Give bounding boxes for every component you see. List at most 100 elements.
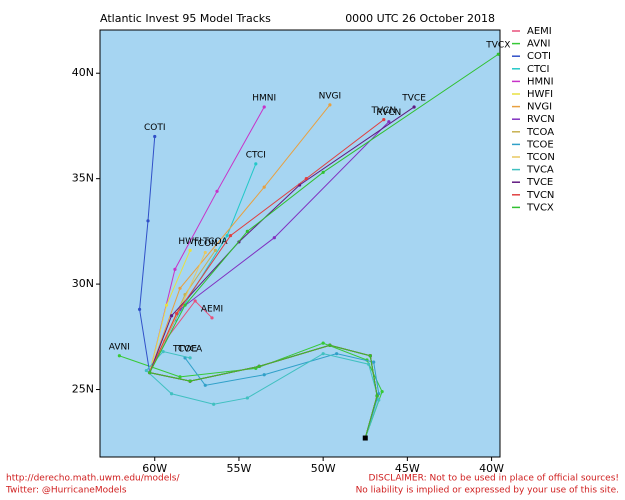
track-end-label: TVCX: [485, 41, 510, 51]
track-point: [321, 341, 325, 345]
chart-subtitle: 0000 UTC 26 October 2018: [345, 12, 495, 25]
track-end-label: TVCA: [177, 344, 203, 354]
track-point: [175, 312, 179, 316]
track-point: [153, 134, 157, 139]
track-point: [368, 354, 372, 358]
track-point: [321, 352, 325, 356]
track-point: [328, 343, 332, 347]
y-tick-label: 40N: [72, 66, 94, 79]
track-point: [382, 118, 386, 122]
track-point: [328, 103, 332, 107]
track-point: [161, 349, 165, 354]
footer-liability: No liability is implied or expressed by …: [356, 486, 619, 496]
legend-label: AVNI: [527, 39, 550, 50]
track-point: [178, 375, 182, 379]
track-point: [144, 368, 148, 373]
track-point: [372, 360, 376, 364]
x-tick-label: 45W: [395, 462, 420, 475]
footer-disclaimer: DISCLAIMER: Not to be used in place of o…: [369, 474, 619, 484]
track-end-label: HMNI: [252, 93, 276, 103]
track-point: [321, 170, 325, 174]
track-point: [304, 177, 308, 181]
track-point: [335, 352, 339, 356]
track-point: [228, 233, 233, 238]
track-point: [387, 120, 391, 124]
track-end-label: NVGI: [319, 91, 342, 101]
track-end-label: AEMI: [201, 304, 223, 314]
legend-label: AEMI: [527, 26, 552, 37]
track-point: [188, 379, 192, 383]
legend-label: TVCE: [526, 177, 553, 188]
track-point: [148, 371, 152, 375]
track-point: [225, 233, 229, 238]
track-point: [215, 189, 219, 193]
track-point: [164, 303, 169, 307]
legend-label: COTI: [527, 51, 551, 62]
track-point: [183, 303, 187, 307]
track-point: [245, 396, 249, 400]
track-point: [262, 373, 266, 377]
track-point: [137, 307, 142, 311]
y-tick-label: 30N: [72, 277, 94, 290]
track-end-label: AVNI: [109, 342, 130, 352]
track-point: [188, 248, 192, 252]
x-tick-label: 60W: [142, 462, 167, 475]
x-tick-label: 40W: [479, 462, 504, 475]
track-point: [257, 364, 261, 368]
track-point: [178, 286, 182, 290]
track-point: [245, 229, 249, 233]
legend-label: HMNI: [527, 76, 554, 87]
track-end-label: TCOA: [202, 237, 228, 247]
legend-label: TCON: [526, 152, 555, 163]
track-point: [375, 394, 379, 398]
start-point: [362, 435, 368, 441]
legend-label: TVCN: [526, 190, 554, 201]
track-end-label: RVCN: [376, 108, 401, 118]
legend-label: TVCA: [526, 165, 554, 176]
track-point: [412, 105, 416, 109]
track-point: [210, 316, 214, 320]
track-point: [203, 383, 207, 387]
track-end-label: COTI: [144, 123, 166, 133]
legend-label: TVCX: [526, 202, 554, 213]
legend-label: CTCI: [527, 64, 549, 75]
track-point: [254, 162, 258, 166]
track-point: [262, 105, 266, 109]
track-point: [212, 402, 216, 406]
track-point: [380, 390, 384, 394]
legend-label: TCOA: [526, 127, 554, 138]
chart-title: Atlantic Invest 95 Model Tracks: [100, 12, 271, 25]
track-point: [169, 314, 174, 318]
track-end-label: TVCN: [370, 106, 396, 116]
track-end-label: TCON: [192, 239, 218, 249]
track-point: [203, 250, 207, 255]
legend-label: RVCN: [527, 114, 555, 125]
track-point: [117, 354, 121, 358]
track-point: [169, 392, 174, 396]
legend-label: TCOE: [526, 139, 554, 150]
track-point: [193, 299, 197, 303]
track-point: [262, 185, 266, 189]
track-end-label: CTCI: [246, 150, 266, 160]
track-point: [188, 356, 192, 360]
legend-label: HWFI: [527, 89, 553, 100]
x-tick-label: 50W: [311, 462, 336, 475]
track-point: [173, 267, 177, 271]
track-point: [496, 52, 500, 56]
track-point: [367, 362, 371, 366]
footer-url: http://derecho.math.uwm.edu/models/: [6, 474, 180, 484]
y-tick-label: 35N: [72, 172, 94, 185]
footer-twitter: Twitter: @HurricaneModels: [5, 486, 127, 496]
map-background: [99, 29, 501, 458]
track-end-label: TVCE: [401, 93, 426, 103]
track-point: [213, 248, 217, 252]
track-end-label: HWFI: [178, 237, 202, 247]
track-point: [146, 219, 150, 223]
y-tick-label: 25N: [72, 383, 94, 396]
track-end-label: TCOE: [172, 344, 197, 354]
track-point: [272, 236, 276, 240]
track-point: [377, 398, 381, 402]
legend-label: NVGI: [527, 102, 552, 113]
